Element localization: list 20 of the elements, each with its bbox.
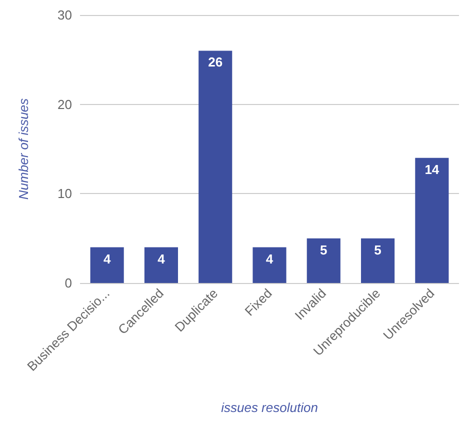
data-label: 5 bbox=[374, 242, 382, 258]
bar bbox=[90, 247, 124, 283]
data-label: 5 bbox=[320, 242, 328, 258]
y-tick-label: 0 bbox=[64, 276, 72, 290]
data-label: 4 bbox=[158, 251, 166, 266]
data-label: 26 bbox=[208, 54, 223, 70]
data-label: 4 bbox=[266, 251, 274, 266]
bar bbox=[144, 247, 178, 283]
bar bbox=[198, 50, 232, 283]
data-label: 14 bbox=[424, 162, 440, 177]
bar bbox=[415, 158, 449, 283]
data-label: 4 bbox=[103, 251, 112, 266]
y-tick-label: 10 bbox=[58, 186, 72, 202]
y-axis-title: Number of issues bbox=[16, 98, 31, 200]
bar bbox=[252, 247, 286, 283]
bar bbox=[361, 238, 395, 283]
y-tick-label: 30 bbox=[58, 8, 72, 22]
bar bbox=[306, 238, 340, 283]
x-axis-title: issues resolution bbox=[221, 400, 318, 415]
y-tick-label: 20 bbox=[58, 96, 72, 112]
